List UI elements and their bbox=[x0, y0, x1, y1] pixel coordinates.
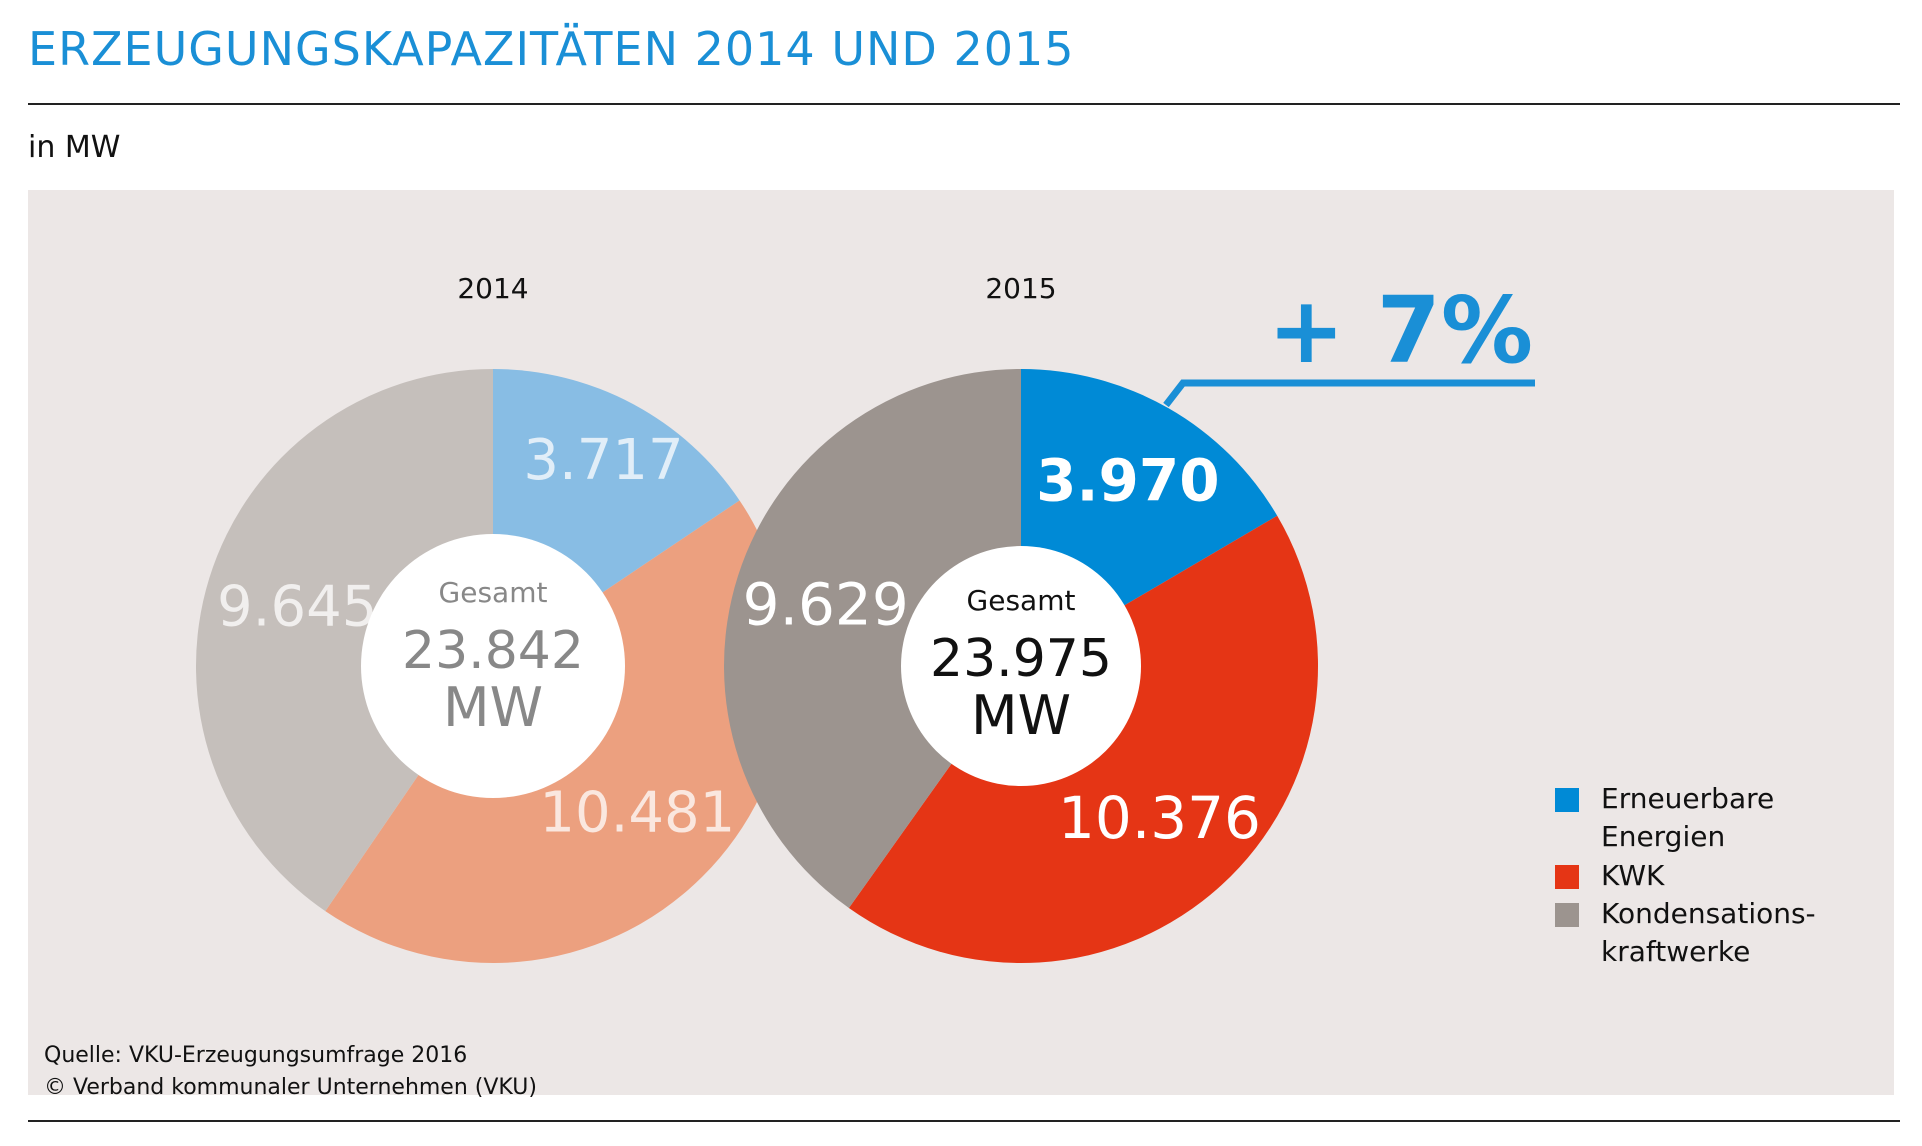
change-annotation: + 7% bbox=[1163, 277, 1535, 408]
total-unit-2015: MW bbox=[971, 684, 1071, 747]
top-divider bbox=[28, 103, 1900, 105]
change-label: + 7% bbox=[1268, 277, 1533, 384]
slice-value-label-2014-2: 9.645 bbox=[217, 575, 377, 640]
slice-value-label-2015-0: 3.970 bbox=[1036, 446, 1219, 514]
source-note: Quelle: VKU-Erzeugungsumfrage 2016 © Ver… bbox=[44, 1040, 537, 1104]
legend-label-kwk: KWK bbox=[1601, 859, 1665, 892]
legend-label-erneuerbare: Erneuerbare Energien bbox=[1601, 782, 1775, 853]
donut-center-2015 bbox=[901, 546, 1141, 786]
copyright-line: © Verband kommunaler Unternehmen (VKU) bbox=[44, 1075, 537, 1100]
change-callout-line bbox=[1163, 379, 1535, 408]
total-unit-2014: MW bbox=[443, 676, 543, 739]
slice-value-label-2014-0: 3.717 bbox=[523, 428, 683, 493]
donut-center-2014 bbox=[361, 534, 625, 798]
total-value-2015: 23.975 bbox=[930, 629, 1112, 689]
slice-value-label-2014-1: 10.481 bbox=[539, 781, 735, 846]
total-value-2014: 23.842 bbox=[402, 621, 584, 681]
bottom-divider bbox=[28, 1120, 1900, 1122]
legend-label-kondensation: Kondensations-kraftwerke bbox=[1601, 897, 1816, 968]
total-caption-2015: Gesamt bbox=[967, 584, 1076, 617]
chart-title: ERZEUGUNGSKAPAZITÄTEN 2014 UND 2015 bbox=[28, 22, 1075, 76]
source-line: Quelle: VKU-Erzeugungsumfrage 2016 bbox=[44, 1043, 468, 1068]
unit-subtitle: in MW bbox=[28, 130, 121, 165]
slice-value-label-2015-1: 10.376 bbox=[1058, 784, 1261, 852]
total-caption-2014: Gesamt bbox=[439, 576, 548, 609]
pie-title-2015: 2015 bbox=[985, 272, 1056, 305]
pie-slice-2014-2 bbox=[195, 369, 493, 912]
legend-swatch-kondensation bbox=[1555, 903, 1579, 927]
pie-slice-2015-2 bbox=[723, 369, 1021, 909]
legend-swatch-kwk bbox=[1555, 865, 1579, 889]
pie-title-2014: 2014 bbox=[457, 272, 528, 305]
legend-swatch-erneuerbare bbox=[1555, 788, 1579, 812]
slice-value-label-2015-2: 9.629 bbox=[743, 571, 909, 639]
